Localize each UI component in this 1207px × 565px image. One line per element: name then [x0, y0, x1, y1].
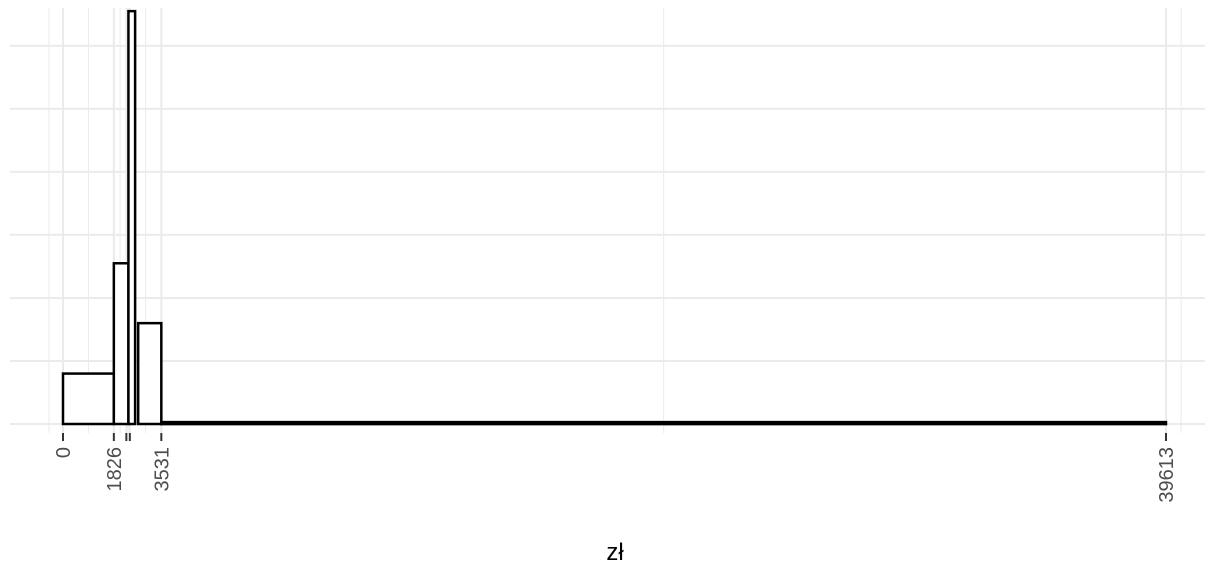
- x-tick-label: 3531: [151, 447, 173, 492]
- x-tick-label: 0: [53, 447, 75, 458]
- x-tick-label: 39613: [1156, 447, 1178, 503]
- histogram-bar: [136, 321, 163, 426]
- bars: [61, 9, 1168, 426]
- histogram-bar: [160, 420, 1168, 426]
- histogram-bar: [61, 372, 116, 426]
- x-axis-title: zł: [606, 539, 624, 565]
- x-axis: 0 1826 3531 39613: [53, 433, 1178, 503]
- histogram-bar: [127, 9, 137, 426]
- x-tick-label: 1826: [104, 447, 126, 492]
- grid: [10, 8, 1205, 433]
- histogram-bar: [112, 262, 130, 426]
